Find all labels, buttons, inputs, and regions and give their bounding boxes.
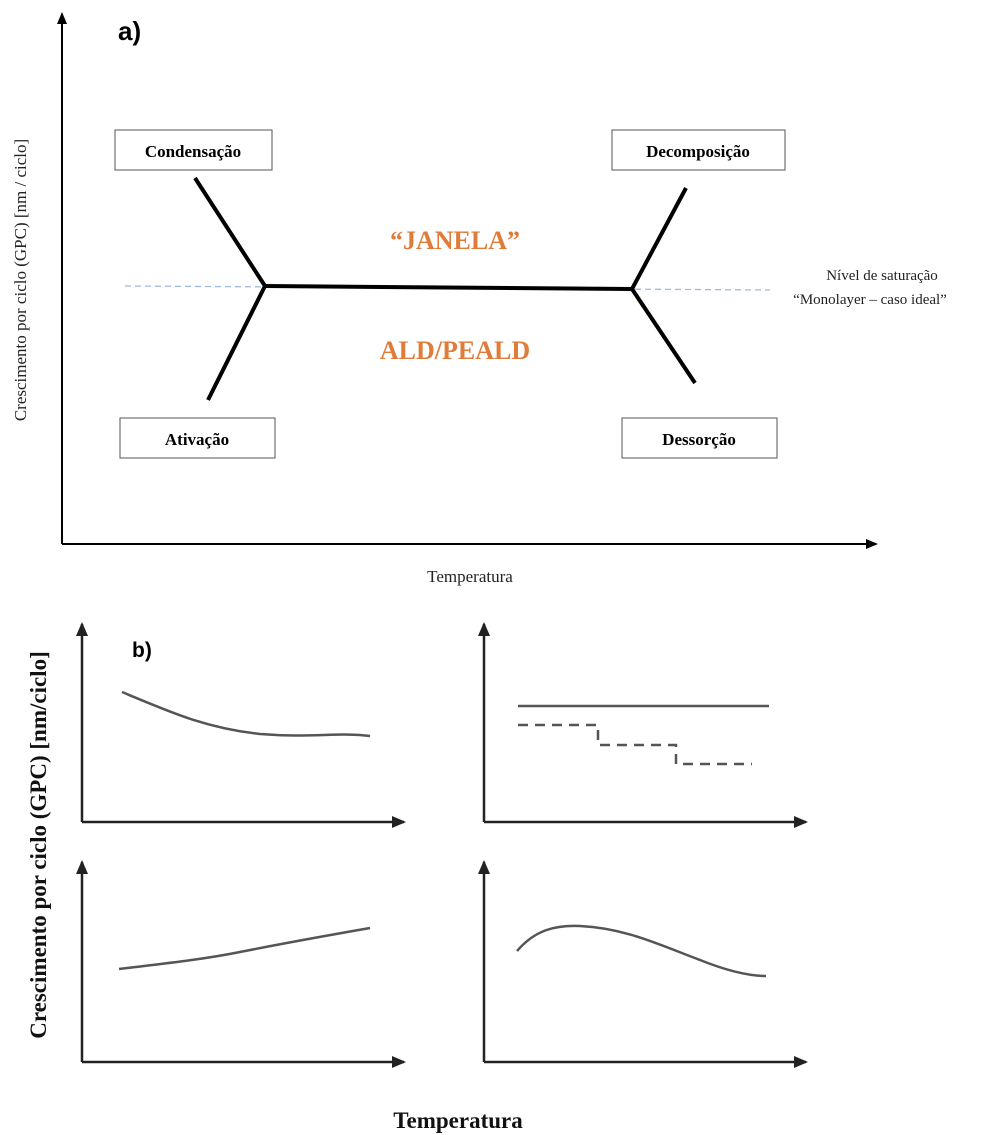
panel-a-x-axis-label: Temperatura	[427, 567, 513, 586]
decomposition-label: Decomposição	[646, 142, 750, 161]
window-label-top: “JANELA”	[390, 226, 520, 255]
desorption-box: Dessorção	[621, 417, 778, 459]
subplot-constant	[478, 622, 808, 828]
activation-box: Ativação	[119, 417, 276, 459]
panel-a-letter: a)	[118, 16, 141, 46]
subplot-increasing	[76, 860, 406, 1068]
saturation-note-line1: Nível de saturação	[826, 268, 938, 284]
desorption-branch	[630, 287, 697, 385]
panel-b-x-axis-label: Temperatura	[393, 1108, 523, 1133]
decomposition-box: Decomposição	[611, 129, 786, 171]
panel-b-letter: b)	[132, 639, 152, 662]
condensation-box: Condensação	[114, 129, 273, 171]
condensation-label: Condensação	[145, 142, 241, 161]
window-plateau	[264, 284, 633, 291]
stepped-gpc-dashed-line	[518, 723, 752, 766]
subplot-peaked	[478, 860, 808, 1068]
panel-a-y-axis-label: Crescimento por ciclo (GPC) [nm / ciclo]	[11, 139, 30, 421]
increasing-gpc-curve	[118, 926, 371, 971]
ald-window-shape	[193, 176, 697, 401]
window-label-bottom: ALD/PEALD	[380, 336, 530, 365]
decreasing-gpc-curve	[121, 690, 371, 738]
activation-branch	[206, 285, 267, 401]
peaked-gpc-curve	[516, 924, 767, 978]
panel-b-y-axis-label: Crescimento por ciclo (GPC) [nm/ciclo]	[26, 651, 51, 1039]
subplot-decreasing	[76, 622, 406, 828]
panel-a: a) Crescimento por ciclo (GPC) [nm / cic…	[11, 12, 947, 586]
desorption-label: Dessorção	[662, 430, 736, 449]
decomposition-branch	[630, 187, 688, 290]
activation-label: Ativação	[165, 430, 229, 449]
panel-b: b) Crescimento por ciclo (GPC) [nm/ciclo…	[26, 622, 808, 1133]
saturation-note-line2: “Monolayer – caso ideal”	[793, 292, 947, 308]
condensation-branch	[193, 176, 267, 288]
